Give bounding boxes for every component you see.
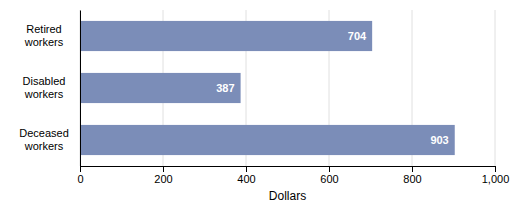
x-tick-mark xyxy=(246,166,247,172)
bar xyxy=(80,73,241,103)
data-label: 387 xyxy=(216,82,234,94)
y-tick-label-line: Deceased xyxy=(19,127,69,139)
x-tick-label: 800 xyxy=(403,173,421,185)
x-tick-label: 0 xyxy=(77,173,83,185)
data-label: 903 xyxy=(430,134,448,146)
x-tick-mark xyxy=(329,166,330,172)
plot: 02004006008001,000DeceasedworkersDisable… xyxy=(19,10,509,185)
y-axis-line xyxy=(80,11,81,167)
x-axis-title: Dollars xyxy=(269,189,306,203)
grid-line xyxy=(495,10,496,166)
x-tick-label: 200 xyxy=(154,173,172,185)
y-tick-label: Disabledworkers xyxy=(23,75,66,99)
data-labels: 903 387 704 xyxy=(216,30,448,146)
data-label: 704 xyxy=(348,30,367,42)
grid xyxy=(80,10,495,166)
x-tick: 400 xyxy=(237,166,255,185)
y-axis: DeceasedworkersDisabledworkersRetiredwor… xyxy=(19,11,80,167)
y-tick-label-line: workers xyxy=(24,88,64,100)
y-tick-label: Deceasedworkers xyxy=(19,127,69,151)
y-tick-label-line: Disabled xyxy=(23,75,66,87)
x-tick-mark xyxy=(412,166,413,172)
bar xyxy=(80,125,455,155)
y-tick-label-line: Retired xyxy=(26,23,61,35)
y-tick: Disabledworkers xyxy=(23,75,80,99)
x-tick: 600 xyxy=(320,166,338,185)
x-tick-mark xyxy=(80,166,81,172)
x-tick-label: 600 xyxy=(320,173,338,185)
x-tick: 0 xyxy=(77,166,83,185)
x-tick: 800 xyxy=(403,166,421,185)
bars xyxy=(80,21,455,155)
x-tick-label: 1,000 xyxy=(482,173,510,185)
y-tick-label: Retiredworkers xyxy=(24,23,64,47)
y-tick-label-line: workers xyxy=(24,36,64,48)
x-axis-line xyxy=(81,167,496,173)
x-tick-mark xyxy=(163,166,164,172)
x-tick-mark xyxy=(495,166,496,172)
chart: 02004006008001,000DeceasedworkersDisable… xyxy=(0,0,519,206)
y-tick: Retiredworkers xyxy=(24,23,80,47)
y-tick: Deceasedworkers xyxy=(19,127,80,151)
x-tick: 200 xyxy=(154,166,172,185)
y-tick-label-line: workers xyxy=(24,140,64,152)
grid-line xyxy=(80,10,81,166)
x-tick-label: 400 xyxy=(237,173,255,185)
bar xyxy=(80,21,372,51)
x-tick: 1,000 xyxy=(482,166,510,185)
x-axis: 0 200 400 600 800 1,000 xyxy=(77,166,509,185)
